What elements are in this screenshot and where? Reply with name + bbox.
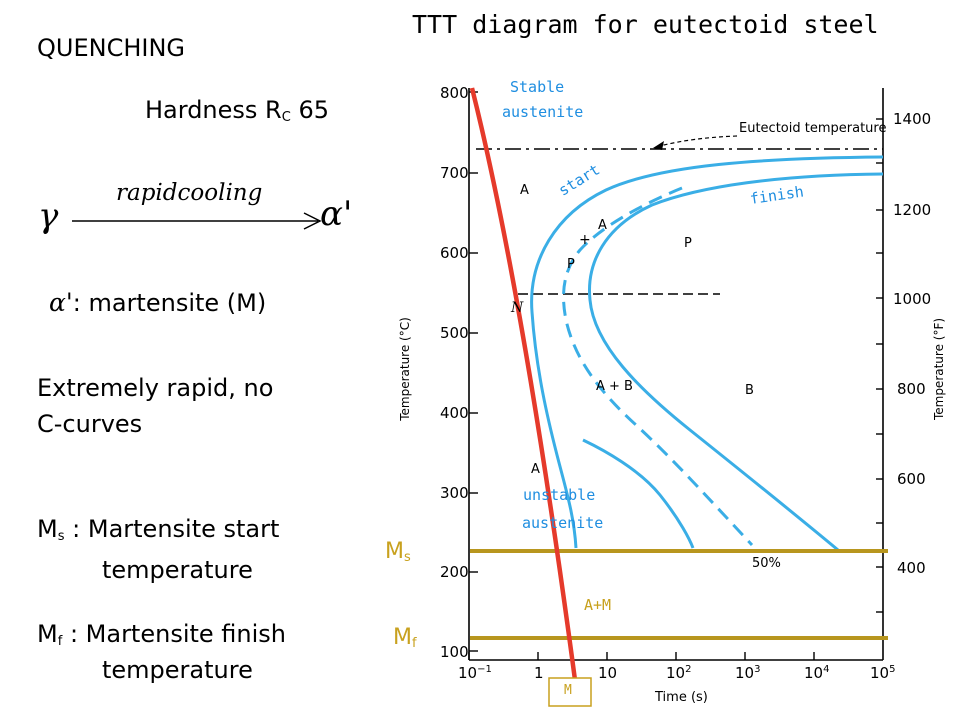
x-tick-5: 104 — [804, 664, 829, 682]
ms-def-line1: : Martensite start — [72, 515, 280, 543]
y-ticks-right — [876, 118, 883, 613]
equation-gamma: γ — [38, 196, 59, 236]
hardness-value: 65 — [298, 96, 329, 124]
a-m-label: A+M — [584, 596, 612, 614]
quench-curve — [469, 87, 578, 681]
region-a-mid: A — [598, 218, 607, 233]
mf-def-line1: : Martensite finish — [69, 620, 287, 648]
diagram-title: TTT diagram for eutectoid steel — [412, 10, 879, 39]
region-b: B — [745, 383, 754, 398]
eutectoid-label: Eutectoid temperature — [739, 121, 887, 136]
martensite-definition: α': martensite (M) — [49, 288, 266, 317]
tick-f-400: 400 — [897, 559, 926, 577]
x-tick-6: 105 — [870, 664, 895, 682]
x-tick-4-exp: 3 — [754, 664, 761, 675]
tick-c-800: 800 — [440, 84, 469, 102]
tick-f-1000: 1000 — [893, 290, 932, 308]
ms-definition: Ms : Martensite start — [37, 515, 279, 544]
x-tick-6-exp: 5 — [889, 664, 896, 675]
tick-c-200: 200 — [440, 563, 469, 581]
region-fifty: 50% — [752, 556, 781, 571]
tick-c-300: 300 — [440, 484, 469, 502]
alpha-symbol: α' — [49, 288, 73, 317]
rapid-note-line2: C-curves — [37, 410, 143, 438]
m-box — [548, 677, 592, 707]
tick-c-700: 700 — [440, 164, 469, 182]
mf-def-line2: temperature — [102, 656, 253, 684]
tick-c-100: 100 — [440, 643, 469, 661]
x-tick-0-base: 10 — [458, 664, 478, 682]
x-axis-label: Time (s) — [655, 690, 708, 705]
x-tick-1: 1 — [534, 664, 544, 682]
hardness-sub: C — [281, 110, 291, 125]
region-n: N — [511, 300, 524, 316]
unstable-austenite-line1: unstable — [523, 486, 596, 504]
region-a-upper: A — [520, 183, 529, 198]
y-axis-label-left: Temperature (°C) — [397, 317, 412, 421]
tick-f-600: 600 — [897, 470, 926, 488]
ms-diagram-symbol: M — [385, 539, 404, 564]
finish-curve — [588, 172, 884, 552]
rapid-note-line1: Extremely rapid, no — [37, 374, 274, 402]
eutectoid-pointer — [659, 135, 738, 147]
stable-austenite-line2: austenite — [502, 103, 584, 121]
ms-sub: s — [57, 529, 65, 544]
mf-diagram-sub: f — [411, 636, 417, 651]
hardness-prefix: Hardness R — [145, 96, 282, 124]
region-a-low: A — [531, 462, 540, 477]
tick-f-1400: 1400 — [893, 110, 932, 128]
c-curves — [530, 155, 884, 552]
x-tick-0: 10−1 — [458, 664, 492, 682]
mf-diagram-symbol: M — [393, 625, 412, 650]
x-tick-5-exp: 4 — [823, 664, 830, 675]
x-tick-3-base: 10 — [666, 664, 686, 682]
y-ticks-left — [469, 91, 478, 652]
alpha-definition: : martensite (M) — [72, 289, 267, 317]
x-tick-4-base: 10 — [735, 664, 755, 682]
x-tick-3: 102 — [666, 664, 691, 682]
x-tick-3-exp: 2 — [685, 664, 692, 675]
ms-symbol: M — [37, 515, 58, 543]
x-tick-2: 10 — [598, 664, 617, 682]
x-tick-0-exp: −1 — [477, 664, 492, 675]
x-tick-2-base: 10 — [598, 664, 618, 682]
x-tick-5-base: 10 — [804, 664, 824, 682]
tick-f-800: 800 — [897, 380, 926, 398]
mf-definition: Mf : Martensite finish — [37, 620, 286, 649]
lower-a-curve — [582, 438, 695, 549]
ms-diagram-sub: s — [403, 550, 411, 565]
m-box-label: M — [564, 683, 572, 698]
fifty-percent-curve — [562, 186, 754, 547]
start-curve — [530, 155, 884, 549]
region-a-plus: + — [579, 232, 591, 248]
tick-f-1200: 1200 — [893, 201, 932, 219]
stable-austenite-line1: Stable — [510, 78, 565, 96]
unstable-austenite-line2: austenite — [522, 514, 604, 532]
mf-symbol: M — [37, 620, 58, 648]
mf-diagram-label: Mf — [393, 625, 417, 651]
region-p-right: P — [684, 236, 692, 251]
mf-sub: f — [57, 634, 63, 649]
ms-diagram-label: Ms — [385, 539, 411, 565]
x-tick-6-base: 10 — [870, 664, 890, 682]
eutectoid-arrowhead — [653, 141, 664, 150]
tick-c-500: 500 — [440, 324, 469, 342]
x-ticks — [468, 652, 815, 660]
x-tick-1-base: 1 — [534, 664, 544, 682]
x-tick-4: 103 — [735, 664, 760, 682]
tick-c-400: 400 — [440, 404, 469, 422]
ms-def-line2: temperature — [102, 556, 253, 584]
equation-arrow-label: rapidcooling — [116, 180, 263, 206]
region-a-b: A + B — [596, 379, 633, 394]
region-p-mid: P — [567, 257, 575, 272]
hardness-label: Hardness RC 65 — [145, 96, 329, 125]
equation-arrow — [72, 212, 322, 230]
tick-c-600: 600 — [440, 244, 469, 262]
y-axis-label-right: Temperature (°F) — [932, 317, 947, 421]
quenching-heading: QUENCHING — [37, 34, 186, 62]
equation-alpha: α' — [320, 194, 353, 234]
